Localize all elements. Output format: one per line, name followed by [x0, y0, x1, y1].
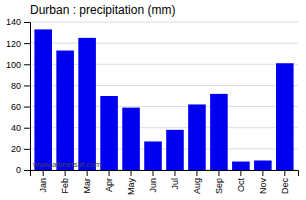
- y-tick-mark: [24, 128, 30, 129]
- x-tick-mark: [284, 170, 285, 176]
- x-tick-label: Dec: [280, 178, 290, 195]
- x-tick-mark: [174, 170, 175, 176]
- grid-line: [30, 43, 298, 44]
- bar: [254, 160, 272, 170]
- y-tick-label: 40: [11, 123, 21, 133]
- bar: [276, 63, 294, 170]
- y-tick: 140: [6, 17, 30, 27]
- y-tick-label: 140: [6, 17, 21, 27]
- x-tick: May: [126, 170, 136, 195]
- y-axis-line: [24, 23, 31, 171]
- y-tick: 20: [11, 144, 30, 154]
- x-tick: Mar: [82, 170, 92, 194]
- y-tick: 120: [6, 39, 30, 49]
- x-tick-mark: [218, 170, 219, 176]
- bar: [56, 51, 74, 170]
- x-axis-line: [31, 171, 299, 177]
- x-tick-label: Apr: [104, 178, 114, 192]
- bar: [232, 162, 250, 170]
- y-tick-mark: [24, 170, 30, 171]
- x-tick: Aug: [192, 170, 202, 194]
- x-tick-mark: [196, 170, 197, 176]
- x-tick-mark: [43, 170, 44, 176]
- x-tick: Nov: [258, 170, 268, 194]
- bars: [34, 29, 293, 170]
- bar: [122, 108, 140, 170]
- bar: [144, 141, 162, 170]
- y-tick-label: 80: [11, 81, 21, 91]
- y-tick-mark: [24, 149, 30, 150]
- grid: [30, 22, 298, 170]
- plot: 0 20 40 60 80 100 120 140 Jan Feb Mar Apr May Jun Jul A…: [6, 17, 299, 195]
- x-tick-mark: [240, 170, 241, 176]
- y-tick-label: 100: [6, 60, 21, 70]
- x-tick-mark: [131, 170, 132, 176]
- bar: [34, 29, 52, 170]
- y-tick: 0: [16, 165, 30, 175]
- y-tick: 40: [11, 123, 30, 133]
- x-axis: Jan Feb Mar Apr May Jun Jul Aug Sep Oct Nov Dec: [31, 170, 299, 195]
- bar: [210, 94, 228, 170]
- watermark: www.allmetsat.com: [32, 160, 102, 169]
- y-tick-mark: [24, 64, 30, 65]
- x-tick: Jun: [148, 170, 158, 193]
- x-tick: Sep: [214, 170, 224, 194]
- bar: [100, 96, 118, 170]
- y-axis: 0 20 40 60 80 100 120 140: [6, 17, 31, 175]
- x-tick: Dec: [280, 170, 290, 194]
- x-tick-label: Sep: [214, 178, 224, 194]
- title: Durban : precipitation (mm): [30, 3, 175, 17]
- y-tick-mark: [24, 85, 30, 86]
- x-tick-label: Mar: [82, 178, 92, 194]
- bar: [78, 38, 96, 170]
- bar: [188, 104, 206, 170]
- bar: [166, 130, 184, 170]
- x-tick: Oct: [236, 170, 246, 192]
- y-tick-label: 0: [16, 165, 21, 175]
- x-tick-mark: [109, 170, 110, 176]
- x-tick-label: May: [126, 178, 136, 196]
- x-tick-label: Jul: [170, 178, 180, 190]
- x-tick-label: Oct: [236, 178, 246, 193]
- x-tick-mark: [65, 170, 66, 176]
- x-tick-mark: [153, 170, 154, 176]
- x-tick-mark: [262, 170, 263, 176]
- y-tick-mark: [24, 22, 30, 23]
- x-tick: Jul: [170, 170, 180, 190]
- x-tick-label: Jun: [148, 178, 158, 193]
- y-tick-label: 120: [6, 39, 21, 49]
- y-tick-mark: [24, 107, 30, 108]
- x-tick-label: Jan: [38, 178, 48, 193]
- y-tick-label: 20: [11, 144, 21, 154]
- y-tick: 60: [11, 102, 30, 112]
- x-tick-label: Aug: [192, 178, 202, 194]
- x-tick: Apr: [104, 170, 114, 192]
- x-tick: Feb: [60, 170, 70, 194]
- x-tick: Jan: [38, 170, 48, 193]
- y-tick: 100: [6, 60, 30, 70]
- x-tick-mark: [87, 170, 88, 176]
- y-tick: 80: [11, 81, 30, 91]
- chart: 0 20 40 60 80 100 120 140 Jan Feb Mar Apr May Jun Jul A…: [0, 0, 306, 200]
- y-tick-mark: [24, 43, 30, 44]
- x-tick-label: Nov: [258, 178, 268, 195]
- x-tick-label: Feb: [60, 178, 70, 194]
- y-tick-label: 60: [11, 102, 21, 112]
- grid-line: [30, 22, 298, 23]
